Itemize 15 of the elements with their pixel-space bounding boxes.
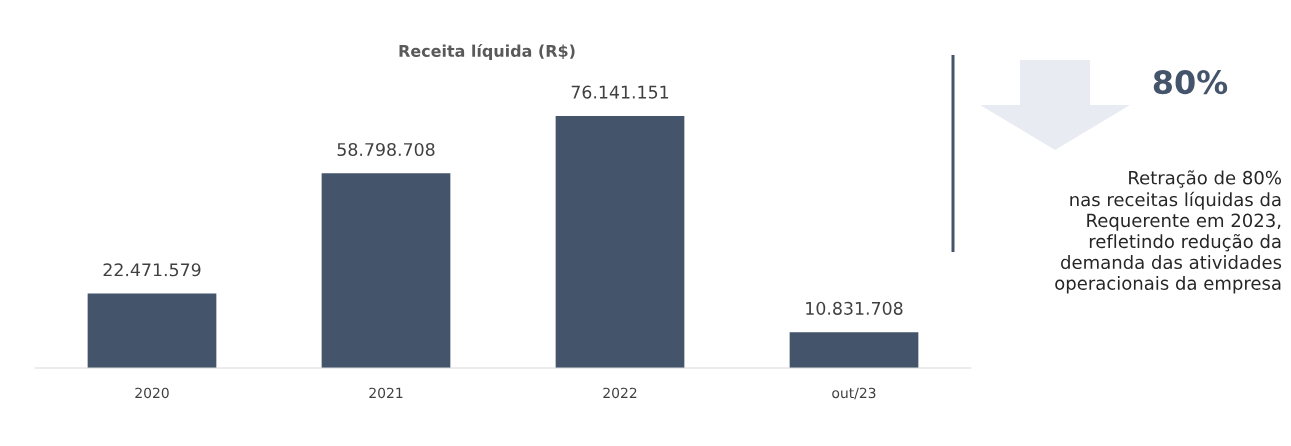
text: 80% <box>1153 70 1228 95</box>
data-label: 10.831.708 <box>806 301 903 315</box>
bar <box>555 115 685 368</box>
bar <box>321 173 451 368</box>
bar <box>87 293 217 368</box>
bar <box>789 332 919 368</box>
data-label: 76.141.151 <box>571 85 669 99</box>
x-tick-label: 2020 <box>135 387 169 399</box>
data-label: 22.471.579 <box>103 263 201 277</box>
x-tick-label: 2021 <box>369 387 403 399</box>
data-label: 58.798.708 <box>337 142 435 157</box>
chart-title: Receita líquida (R$) <box>399 43 575 61</box>
x-tick-label: 2022 <box>603 387 637 399</box>
text: Retração de 80% nas receitas líquidas da Requerente em 2023, refletindo redução da demanda das atividades operacionais da empresa <box>1055 170 1282 294</box>
x-tick-label: out/23 <box>832 387 876 400</box>
